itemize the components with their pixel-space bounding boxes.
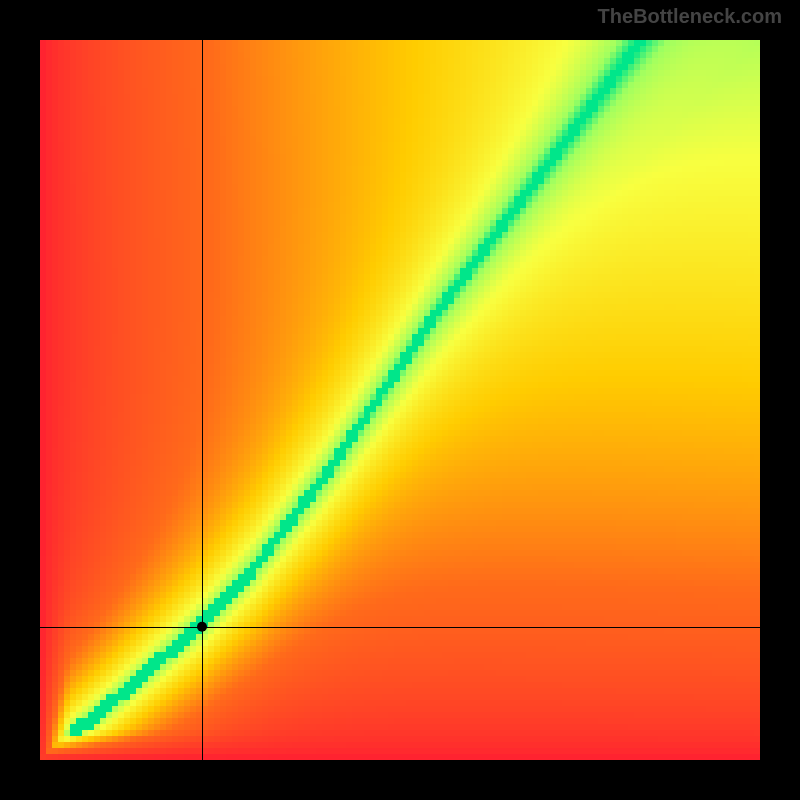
crosshair-overlay [40,40,760,760]
watermark-text: TheBottleneck.com [598,6,782,29]
bottleneck-heatmap [40,40,760,760]
